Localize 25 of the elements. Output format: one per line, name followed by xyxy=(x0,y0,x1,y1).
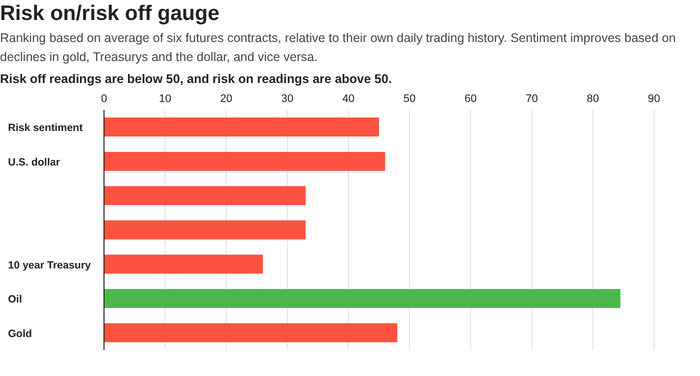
y-tick-label: Oil xyxy=(8,294,22,306)
chart-subtitle: Ranking based on average of six futures contracts, relative to their own daily trading history. Sentiment improves based on declines in gold, Treasurys and the dollar, and vice versa. xyxy=(0,30,677,66)
y-tick-label: Risk sentiment xyxy=(8,122,84,134)
x-tick-label: 70 xyxy=(526,93,538,105)
bar xyxy=(104,186,306,206)
x-tick-label: 60 xyxy=(464,93,477,105)
x-tick-label: 30 xyxy=(281,93,294,105)
x-tick-label: 10 xyxy=(158,93,172,105)
bar xyxy=(104,288,620,308)
text: Risk off readings are below 50, and risk on readings are above 50. xyxy=(0,72,392,86)
x-tick-label: 80 xyxy=(586,93,600,105)
x-tick-label: 90 xyxy=(648,93,660,105)
x-tick-label: 0 xyxy=(100,93,108,105)
bar xyxy=(104,118,379,137)
bar xyxy=(104,220,306,240)
y-tick-label: 10 year Treasury xyxy=(8,259,92,272)
x-tick-label: 20 xyxy=(220,93,232,105)
bar xyxy=(104,254,263,274)
bar xyxy=(104,323,398,342)
bar xyxy=(104,152,386,171)
chart-title: Risk on/risk off gauge xyxy=(0,2,220,26)
y-tick-label: U.S. dollar xyxy=(8,156,60,168)
y-tick-label: Gold xyxy=(8,328,32,340)
x-tick-label: 40 xyxy=(342,93,355,105)
x-tick-label: 50 xyxy=(403,93,416,105)
